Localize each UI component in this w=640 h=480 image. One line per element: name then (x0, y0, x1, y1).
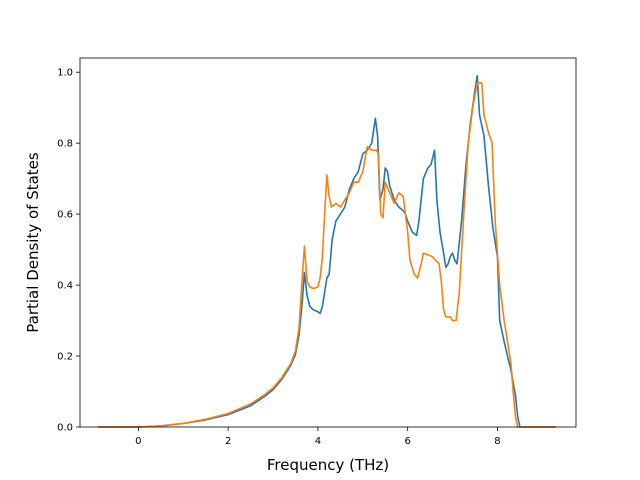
series-lines (97, 74, 556, 428)
x-axis-ticks: 0 2 4 6 8 (135, 427, 501, 447)
x-tick-label: 8 (494, 436, 500, 447)
y-axis-ticks: 0.0 0.2 0.4 0.6 0.8 1.0 (57, 68, 80, 434)
y-tick-label: 0.6 (57, 210, 73, 221)
x-tick-label: 6 (404, 436, 410, 447)
x-axis-label: Frequency (THz) (267, 456, 389, 474)
plot-frame (79, 57, 577, 428)
y-tick-label: 0.0 (57, 423, 73, 434)
x-tick-label: 2 (225, 436, 231, 447)
series-line-1 (97, 74, 556, 428)
x-tick-label: 4 (315, 436, 321, 447)
y-tick-label: 1.0 (57, 68, 73, 79)
series-line-2 (97, 82, 556, 428)
y-tick-label: 0.2 (57, 352, 73, 363)
y-axis-label: Partial Density of States (24, 152, 42, 333)
y-tick-label: 0.4 (57, 281, 73, 292)
y-tick-label: 0.8 (57, 139, 73, 150)
x-tick-label: 0 (135, 436, 141, 447)
